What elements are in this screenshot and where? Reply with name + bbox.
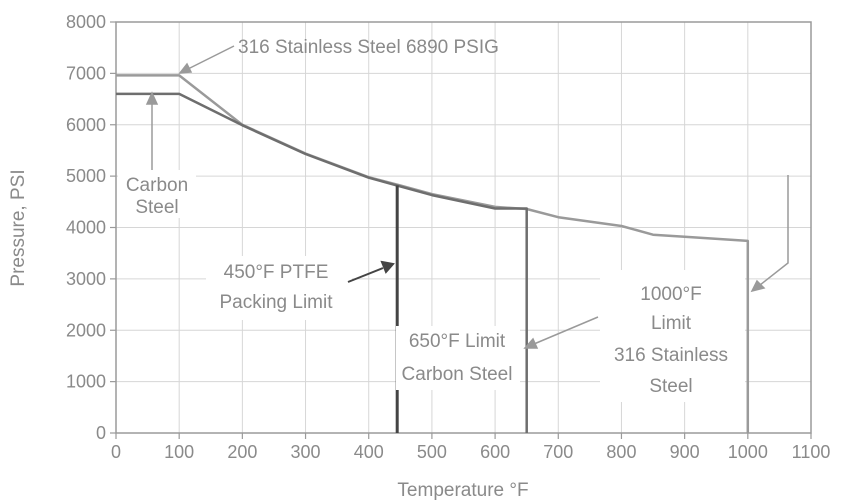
annotation-bg-cs650	[396, 326, 520, 390]
x-tick-label: 400	[354, 442, 384, 462]
annotation-bg-ss1000	[600, 270, 745, 402]
arrow-ss-psig-head	[178, 62, 193, 74]
annotation-cs650-line1: 650°F Limit	[409, 331, 506, 352]
x-tick-label: 100	[164, 442, 194, 462]
arrow-cs650-line	[533, 316, 599, 345]
annotation-bg-carbon	[118, 170, 196, 218]
annotation-arrows	[145, 45, 789, 349]
annotation-ss-psig: 316 Stainless Steel 6890 PSIG	[238, 37, 499, 58]
series-line-carbon-steel	[116, 92, 528, 433]
y-tick-label: 0	[96, 423, 106, 443]
x-tick-label: 900	[670, 442, 700, 462]
x-tick-label: 1100	[792, 442, 831, 462]
annotation-carbon-line1: Carbon	[126, 175, 188, 196]
y-axis: 0 1000 2000 3000 4000 5000 6000 7000 8000	[66, 12, 116, 443]
x-tick-label: 800	[606, 442, 636, 462]
annotation-carbon-line2: Steel	[135, 197, 178, 218]
arrow-ss1000-line	[759, 175, 789, 286]
x-tick-label: 1000	[728, 442, 768, 462]
x-tick-label: 300	[291, 442, 321, 462]
annotation-ss1000-line2: Limit	[651, 313, 692, 334]
y-tick-label: 4000	[66, 218, 106, 238]
y-tick-label: 8000	[66, 12, 106, 32]
y-tick-label: 6000	[66, 115, 106, 135]
arrow-ptfe-head	[380, 260, 395, 274]
annotation-ptfe-line2: Packing Limit	[220, 292, 334, 313]
annotation-ss1000-line3: 316 Stainless	[614, 345, 728, 366]
arrow-cs650-head	[523, 337, 539, 349]
y-tick-label: 3000	[66, 269, 106, 289]
y-tick-label: 2000	[66, 320, 106, 340]
arrow-ss1000-head	[750, 279, 766, 293]
arrow-ptfe-line	[347, 267, 384, 283]
x-tick-label: 500	[417, 442, 447, 462]
x-tick-label: 200	[227, 442, 257, 462]
annotation-cs650-line2: Carbon Steel	[402, 364, 513, 385]
y-tick-label: 7000	[66, 63, 106, 83]
series-group	[116, 74, 750, 433]
arrow-ptfe	[347, 260, 395, 283]
annotation-bg-ptfe	[206, 256, 352, 320]
arrow-carbon-head	[145, 91, 159, 105]
arrow-ss-psig-line	[187, 45, 235, 70]
annotation-ss1000-line1: 1000°F	[640, 284, 701, 305]
y-axis-title: Pressure, PSI	[8, 169, 29, 286]
x-tick-label: 700	[543, 442, 573, 462]
annotation-ptfe-line1: 450°F PTFE	[224, 262, 329, 283]
annotation-ss1000-line4: Steel	[649, 376, 692, 397]
x-tick-label: 600	[480, 442, 510, 462]
x-axis: 0 100 200 300 400 500 600 700 800 900 1000 1100	[111, 433, 830, 462]
x-axis-title: Temperature °F	[397, 480, 528, 501]
y-tick-label: 1000	[66, 372, 106, 392]
y-tick-label: 5000	[66, 166, 106, 186]
x-tick-label: 0	[111, 442, 121, 462]
